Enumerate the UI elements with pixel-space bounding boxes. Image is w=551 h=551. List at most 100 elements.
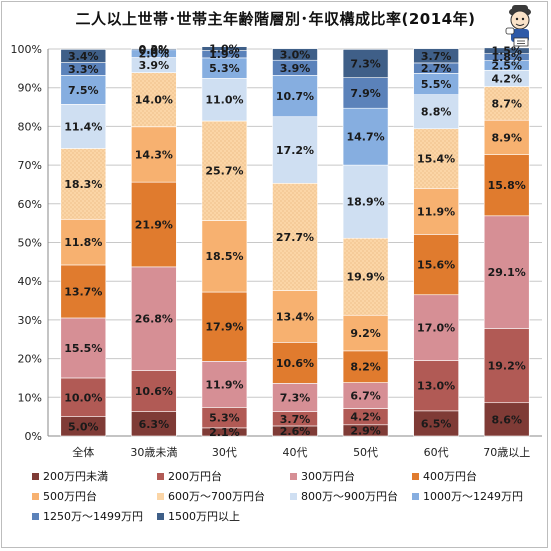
bar-segment — [483, 215, 530, 329]
data-label: 11.9% — [205, 378, 243, 391]
legend-label: 200万円台 — [168, 470, 222, 483]
bar-segment — [201, 291, 248, 362]
y-tick-label: 100% — [11, 43, 42, 56]
bar-segment — [413, 234, 459, 296]
data-label: 8.2% — [350, 361, 381, 374]
data-label: 18.5% — [205, 250, 243, 263]
data-label: 13.0% — [417, 380, 455, 393]
chart-title: 二人以上世帯･世帯主年齢階層別･年収構成比率(2014年) — [75, 10, 476, 28]
bar-segment — [131, 126, 177, 183]
data-label: 11.4% — [64, 120, 102, 133]
legend-swatch — [32, 492, 39, 500]
bar-segment — [272, 48, 318, 61]
data-label: 5.0% — [68, 420, 99, 433]
bar-segment — [413, 188, 459, 235]
bar-segment — [272, 116, 318, 184]
y-tick-label: 30% — [18, 314, 42, 327]
data-label: 2.7% — [421, 62, 452, 75]
legend-swatch — [412, 472, 419, 480]
legend-item: 1500万円以上 — [157, 508, 240, 524]
bar-segment — [342, 350, 389, 383]
data-label: 5.5% — [421, 78, 452, 91]
bar-segment — [342, 107, 389, 166]
data-label: 2.0% — [139, 48, 170, 61]
data-label: 15.6% — [417, 259, 455, 272]
bar-segment — [131, 181, 177, 268]
data-label: 2.9% — [350, 424, 381, 437]
bar-segment — [131, 266, 177, 371]
legend-swatch — [290, 472, 297, 480]
data-labels: 5.0% 10.0% 15.5% 13.7% 11.8% 18.3% 11.4% 7.5% 3.… — [64, 43, 526, 439]
y-tick-label: 0% — [25, 430, 42, 443]
legend-label: 600万～700万円台 — [168, 490, 265, 503]
y-tick-label: 20% — [18, 353, 42, 366]
y-tick-label: 60% — [18, 198, 42, 211]
data-label: 2.6% — [280, 425, 311, 438]
data-label: 15.5% — [64, 342, 102, 355]
data-label: 10.0% — [64, 391, 102, 404]
data-label: 3.9% — [139, 59, 170, 72]
data-label: 26.8% — [135, 313, 173, 326]
bar-segment — [342, 77, 389, 109]
bar-segment — [483, 47, 530, 54]
data-label: 1.8% — [491, 51, 522, 64]
legend-label: 300万円台 — [301, 470, 355, 483]
data-label: 19.9% — [346, 271, 384, 284]
x-tick-label: 50代 — [353, 446, 378, 459]
mascot-logo — [505, 5, 531, 47]
data-label: 3.0% — [280, 48, 311, 61]
data-label: 10.6% — [276, 357, 314, 370]
legend-swatch — [157, 512, 164, 520]
bar-segment — [342, 237, 389, 316]
bar-segment — [272, 383, 318, 412]
legend-swatch — [290, 492, 297, 500]
data-label: 7.5% — [68, 84, 99, 97]
legend-swatch — [32, 512, 39, 520]
data-label: 3.3% — [68, 63, 99, 76]
legend-item: 200万円台 — [157, 468, 222, 484]
legend-item: 1250万～1499万円 — [32, 508, 143, 524]
legend-swatch — [412, 492, 419, 500]
data-label: 1.0% — [209, 43, 240, 56]
data-label: 14.3% — [135, 148, 173, 161]
legend-item: 300万円台 — [290, 468, 355, 484]
tick-labels: 0% 10% 20% 30% 40% 50% 60% 70% 80% 90% 100% 全体 30歳未満… — [11, 43, 531, 459]
bar-segment — [60, 218, 107, 266]
data-label: 17.2% — [276, 144, 314, 157]
bar-segment — [342, 314, 389, 352]
x-tick-label: 40代 — [283, 446, 308, 459]
data-label: 27.7% — [276, 231, 314, 244]
data-label: 15.4% — [417, 153, 455, 166]
data-label: 5.3% — [209, 62, 240, 75]
data-label: 4.2% — [491, 72, 522, 85]
bar-segment — [60, 317, 107, 379]
x-tick-label: 全体 — [72, 445, 94, 459]
data-label: 10.7% — [276, 90, 314, 103]
x-tick-label: 30代 — [212, 446, 237, 459]
bar-stacks — [60, 46, 530, 437]
data-label: 14.0% — [135, 94, 173, 107]
data-label: 8.7% — [491, 97, 522, 110]
data-label: 17.0% — [417, 322, 455, 335]
legend-item: 800万～900万円台 — [290, 488, 398, 504]
bar-segment — [201, 78, 248, 122]
y-tick-label: 50% — [18, 237, 42, 250]
data-label: 19.2% — [488, 360, 526, 373]
data-label: 1.5% — [491, 45, 522, 58]
data-label: 11.0% — [205, 94, 243, 107]
data-label: 29.1% — [488, 266, 526, 279]
x-tick-label: 60代 — [424, 446, 449, 459]
data-label: 3.7% — [421, 50, 452, 63]
bar-segment — [413, 294, 459, 361]
legend-item: 600万～700万円台 — [157, 488, 265, 504]
bar-segment — [413, 48, 459, 64]
data-label: 8.6% — [491, 413, 522, 426]
y-tick-label: 70% — [18, 159, 42, 172]
data-label: 10.6% — [135, 385, 173, 398]
legend-label: 400万円台 — [423, 470, 477, 483]
legend-label: 500万円台 — [43, 490, 97, 503]
bar-segment — [60, 49, 107, 63]
legend-label: 1500万円以上 — [168, 510, 240, 523]
data-label: 6.7% — [350, 390, 381, 403]
